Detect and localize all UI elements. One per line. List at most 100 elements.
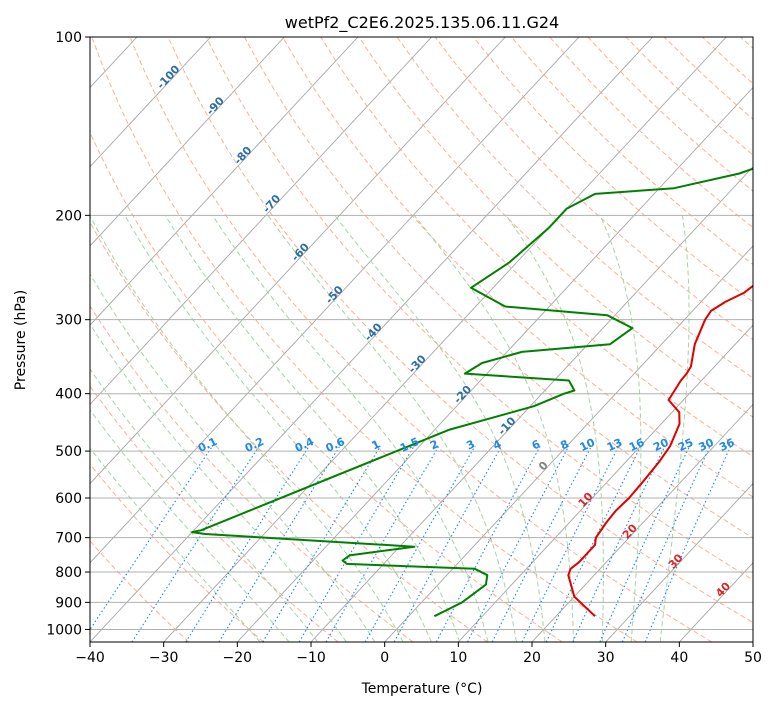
isotherm-line (90, 37, 506, 485)
isotherm-line (605, 482, 753, 642)
y-tick-label: 900 (55, 595, 82, 611)
dry-adiabat-line (282, 37, 753, 498)
dry-adiabat-line (90, 463, 264, 642)
dry-adiabat-line (90, 385, 339, 642)
dry-adiabat-line (396, 37, 753, 379)
y-tick-label: 300 (55, 313, 82, 329)
chart-title: wetPf2_C2E6.2025.135.06.11.G24 (285, 13, 559, 33)
mixing-ratio-label: 1.5 (398, 435, 421, 455)
isotherm-line (237, 86, 753, 642)
y-tick-label: 200 (55, 208, 82, 224)
moist-adiabat-line (211, 215, 489, 642)
mixing-ratio-label: 36 (717, 436, 737, 454)
moist-adiabat-line (124, 215, 432, 642)
x-tick-label: 0 (380, 650, 389, 666)
moist-adiabat-line (164, 215, 461, 642)
mixing-ratio-line (435, 445, 541, 642)
x-tick-label: 50 (744, 650, 762, 666)
background-lines (90, 37, 753, 642)
temperature-profile-line (567, 284, 753, 617)
moist-adiabat-line (90, 409, 290, 642)
mixing-ratio-line (262, 445, 381, 642)
isotherm-line (90, 37, 211, 168)
mixing-ratio-line (491, 445, 592, 642)
y-tick-label: 1000 (46, 622, 82, 638)
dry-adiabat-line (701, 37, 753, 85)
dry-adiabat-line (244, 37, 753, 539)
warm-isotherm-label: 10 (576, 490, 596, 510)
dry-adiabat-line (434, 37, 753, 341)
moist-adiabat-line (90, 215, 404, 642)
x-tick-label: −20 (223, 650, 253, 666)
isotherm-label: -10 (495, 414, 518, 438)
moist-adiabat-line (505, 215, 604, 642)
mixing-ratio-label: 0.6 (324, 435, 347, 455)
mixing-ratio-label: 0.2 (243, 435, 266, 455)
moist-adiabat-line (90, 368, 319, 642)
isotherm-label: -100 (154, 62, 183, 91)
dry-adiabat-line (473, 37, 753, 303)
isotherm-line (90, 37, 285, 247)
isotherm-label: -20 (451, 383, 474, 407)
isotherm-line (90, 37, 359, 326)
mixing-ratio-line (218, 445, 341, 642)
dry-adiabat-line (90, 540, 190, 642)
moist-adiabat-line (659, 215, 690, 642)
dry-adiabat-line (740, 37, 753, 50)
mixing-ratio-label: 25 (676, 436, 695, 454)
inner-labels: -100 -90 -80 -70 -60 -50 -40 -30 -20 -10 0.1 0.2 0.4… (154, 62, 737, 599)
mixing-ratio-label: 8 (558, 437, 570, 452)
mixing-ratio-label: 6 (530, 437, 543, 452)
warm-isotherm-label: 20 (620, 521, 640, 541)
mixing-ratio-label: 0.4 (293, 435, 316, 455)
moist-adiabat-line (599, 215, 642, 642)
x-tick-label: −30 (149, 650, 179, 666)
dry-adiabat-line (167, 37, 753, 624)
isotherm-line (384, 245, 753, 642)
isotherm-label: -50 (323, 283, 346, 307)
mixing-ratio-label: 3 (464, 437, 476, 452)
mixing-ratio-label: 0.1 (196, 435, 219, 455)
x-tick-label: 20 (523, 650, 541, 666)
x-tick-label: −10 (296, 650, 326, 666)
dry-adiabat-line (90, 221, 488, 642)
dry-adiabat-line (358, 37, 753, 418)
mixing-ratio-label: 13 (605, 436, 624, 454)
mixing-ratio-label: 20 (651, 436, 671, 454)
isotherm-line (679, 562, 753, 642)
y-axis-label: Pressure (hPa) (13, 290, 29, 390)
axis-ticks: −40 −30 −20 −10 0 10 20 30 40 5010020030040050060… (46, 30, 762, 666)
mixing-ratio-label: 2 (428, 437, 440, 452)
dewpoint-profile-line (191, 167, 753, 618)
isotherm-label: -90 (204, 94, 227, 118)
dry-adiabat-line (663, 37, 753, 120)
isotherm-label: -60 (289, 240, 312, 264)
warm-isotherm-label: 40 (713, 579, 733, 599)
mixing-ratio-line (572, 445, 666, 642)
mixing-ratio-line (131, 445, 260, 642)
mixing-ratio-label: 10 (578, 436, 598, 454)
moist-adiabat-line (90, 273, 376, 642)
dry-adiabat-line (90, 305, 414, 642)
moist-adiabat-line (90, 447, 261, 642)
x-tick-label: 30 (597, 650, 615, 666)
mixing-ratio-label: 16 (627, 436, 647, 454)
y-tick-label: 800 (55, 565, 82, 581)
isotherm-label: -70 (260, 192, 283, 216)
mixing-ratio-line (644, 445, 732, 642)
isotherm-label: -30 (406, 352, 429, 376)
freezing-level-label: 0 (536, 459, 551, 474)
mixing-ratio-line (90, 445, 214, 631)
mixing-ratio-line (545, 445, 642, 642)
isotherm-line (163, 37, 727, 642)
dry-adiabat-line (320, 37, 753, 458)
mixing-ratio-line (393, 445, 503, 642)
y-tick-label: 500 (55, 444, 82, 460)
y-tick-label: 700 (55, 531, 82, 547)
isotherm-line (90, 37, 580, 564)
isotherm-line (531, 403, 753, 642)
isotherm-line (458, 324, 753, 642)
x-tick-label: 10 (449, 650, 467, 666)
isotherm-line (752, 641, 753, 642)
